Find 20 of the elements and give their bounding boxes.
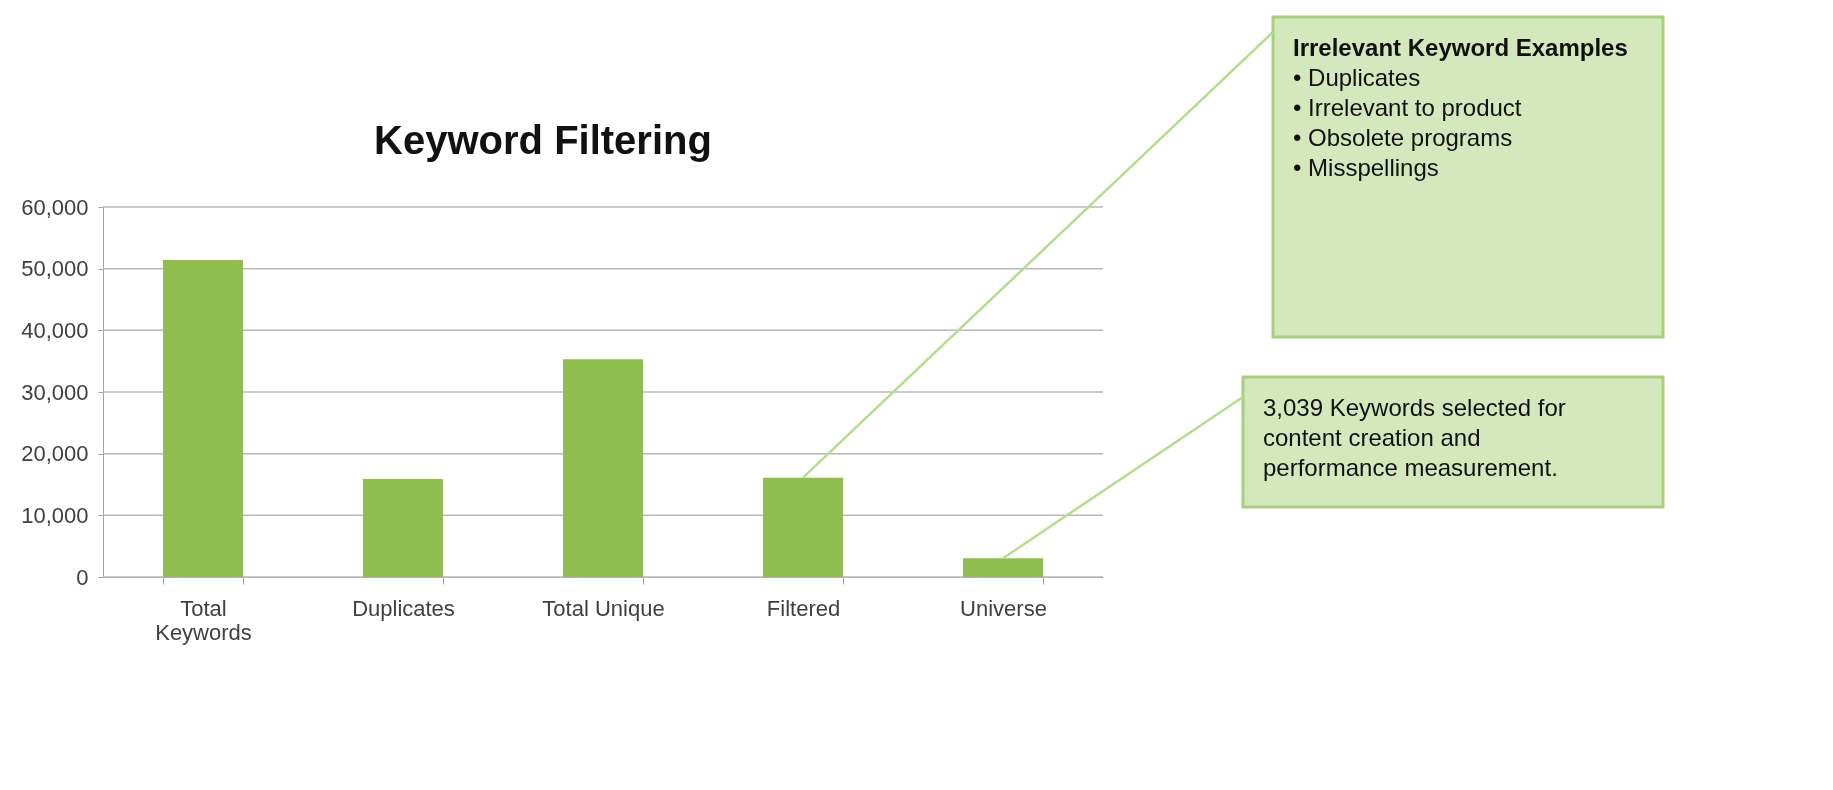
y-tick-label: 40,000 bbox=[21, 317, 89, 343]
y-tick-label: 30,000 bbox=[21, 379, 89, 405]
bar bbox=[163, 260, 243, 577]
x-tick-label: Duplicates bbox=[352, 595, 455, 621]
y-tick-label: 50,000 bbox=[21, 256, 89, 282]
annotation: 3,039 Keywords selected for content creation and performance measurement. bbox=[1263, 394, 1566, 481]
x-tick-label: Filtered bbox=[766, 595, 841, 621]
bar bbox=[763, 477, 843, 577]
bar bbox=[363, 478, 443, 577]
x-tick-label: Total Unique bbox=[542, 595, 665, 621]
y-tick-label: 20,000 bbox=[21, 441, 89, 467]
x-tick-label: Universe bbox=[960, 595, 1047, 621]
y-tick-label: 0 bbox=[76, 564, 89, 590]
annotation: Irrelevant Keyword Examples • Duplicates • Irrelevant to product • Obsolete programs • Misspellings bbox=[1293, 34, 1628, 181]
x-tick-label: Total Keywords bbox=[155, 595, 252, 645]
y-tick-label: 60,000 bbox=[21, 194, 89, 220]
chart-title: Keyword Filtering bbox=[374, 118, 712, 162]
bar bbox=[963, 558, 1043, 577]
y-tick-label: 10,000 bbox=[21, 502, 89, 528]
bar bbox=[563, 359, 643, 577]
